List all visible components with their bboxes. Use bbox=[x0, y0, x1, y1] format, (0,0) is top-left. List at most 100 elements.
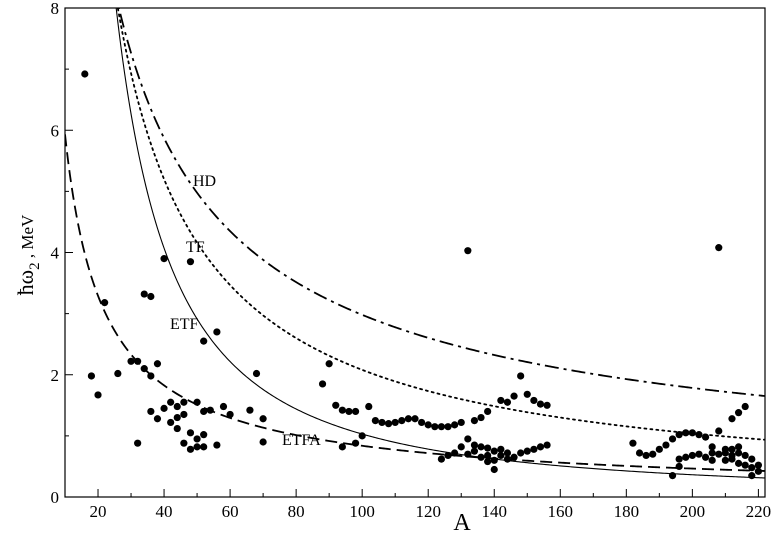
x-tick-label: 80 bbox=[288, 502, 305, 521]
data-point bbox=[140, 365, 148, 373]
data-point bbox=[734, 449, 743, 457]
data-point bbox=[173, 424, 181, 433]
data-point bbox=[186, 258, 195, 266]
data-point bbox=[398, 416, 406, 425]
data-point bbox=[200, 443, 208, 451]
curve-group bbox=[65, 8, 765, 479]
data-point bbox=[543, 441, 551, 449]
data-point bbox=[365, 402, 373, 411]
data-point bbox=[715, 427, 723, 435]
data-point bbox=[259, 438, 267, 446]
data-point bbox=[451, 449, 459, 457]
data-point bbox=[200, 431, 208, 439]
data-point bbox=[635, 449, 644, 457]
data-point bbox=[167, 398, 175, 406]
x-tick-label: 160 bbox=[548, 502, 574, 521]
data-point bbox=[451, 421, 459, 429]
data-point bbox=[734, 409, 743, 417]
data-point bbox=[484, 407, 492, 416]
data-point bbox=[741, 461, 749, 469]
data-point bbox=[675, 462, 683, 471]
data-point bbox=[477, 453, 485, 461]
data-point bbox=[94, 391, 102, 399]
curve-etf bbox=[115, 8, 765, 479]
x-tick-label: 120 bbox=[415, 502, 441, 521]
data-point bbox=[101, 299, 109, 307]
data-point bbox=[127, 357, 135, 365]
y-axis-label: ħω2 , MeV bbox=[13, 214, 43, 295]
data-point bbox=[470, 447, 479, 455]
data-point bbox=[358, 432, 366, 440]
data-point bbox=[180, 439, 188, 447]
data-point bbox=[477, 443, 485, 451]
data-point bbox=[510, 392, 518, 400]
data-point bbox=[252, 369, 261, 378]
data-point bbox=[470, 441, 479, 449]
data-point bbox=[200, 407, 208, 416]
data-point bbox=[715, 244, 723, 252]
data-point bbox=[741, 402, 749, 411]
data-point bbox=[140, 290, 148, 298]
data-point bbox=[728, 451, 736, 460]
y-tick-label: 6 bbox=[51, 121, 60, 140]
data-point bbox=[147, 407, 155, 416]
data-point bbox=[338, 406, 346, 414]
data-point bbox=[497, 396, 505, 405]
data-point bbox=[457, 443, 465, 451]
data-point bbox=[655, 445, 663, 453]
data-point bbox=[748, 455, 756, 463]
data-point bbox=[431, 423, 439, 431]
data-point bbox=[517, 372, 525, 380]
data-point bbox=[206, 406, 214, 414]
data-point bbox=[200, 337, 208, 345]
curve-hd bbox=[118, 8, 765, 397]
y-axis-label-rest: , MeV bbox=[18, 214, 37, 262]
curve-etfa bbox=[65, 134, 765, 472]
data-point bbox=[464, 450, 472, 458]
data-point bbox=[173, 413, 181, 422]
y-axis-label-main: ħω bbox=[13, 270, 38, 295]
data-point bbox=[444, 451, 452, 460]
data-point bbox=[180, 410, 188, 419]
data-point bbox=[134, 357, 142, 365]
data-point bbox=[715, 450, 723, 458]
data-point bbox=[642, 451, 650, 460]
data-point bbox=[484, 451, 492, 460]
data-point bbox=[424, 421, 432, 429]
data-point bbox=[629, 439, 637, 447]
data-point bbox=[675, 455, 683, 463]
data-point bbox=[721, 449, 729, 457]
data-point bbox=[153, 415, 162, 423]
y-tick-label: 0 bbox=[51, 488, 60, 507]
data-point bbox=[748, 464, 756, 472]
data-point bbox=[543, 401, 551, 409]
data-point bbox=[728, 415, 736, 423]
data-point bbox=[734, 459, 743, 467]
data-point bbox=[464, 247, 472, 255]
data-point bbox=[484, 444, 492, 452]
data-point bbox=[437, 455, 446, 463]
data-point bbox=[193, 443, 201, 451]
data-point bbox=[734, 443, 743, 451]
data-point bbox=[332, 401, 340, 409]
data-point bbox=[444, 423, 452, 431]
data-point bbox=[246, 406, 254, 414]
point-group bbox=[81, 70, 763, 480]
data-point bbox=[147, 372, 155, 380]
data-point bbox=[418, 418, 426, 427]
data-point bbox=[193, 398, 201, 406]
data-point bbox=[213, 328, 221, 336]
data-point bbox=[701, 453, 710, 461]
curve-tf bbox=[116, 8, 765, 441]
plot-frame bbox=[64, 7, 766, 498]
y-tick-label: 8 bbox=[51, 0, 60, 18]
data-point bbox=[490, 465, 498, 474]
data-point bbox=[219, 402, 228, 411]
data-point bbox=[186, 445, 195, 453]
data-point bbox=[464, 435, 472, 443]
x-tick-label: 100 bbox=[349, 502, 375, 521]
data-point bbox=[259, 415, 267, 423]
data-point bbox=[741, 451, 749, 460]
data-point bbox=[193, 435, 201, 443]
